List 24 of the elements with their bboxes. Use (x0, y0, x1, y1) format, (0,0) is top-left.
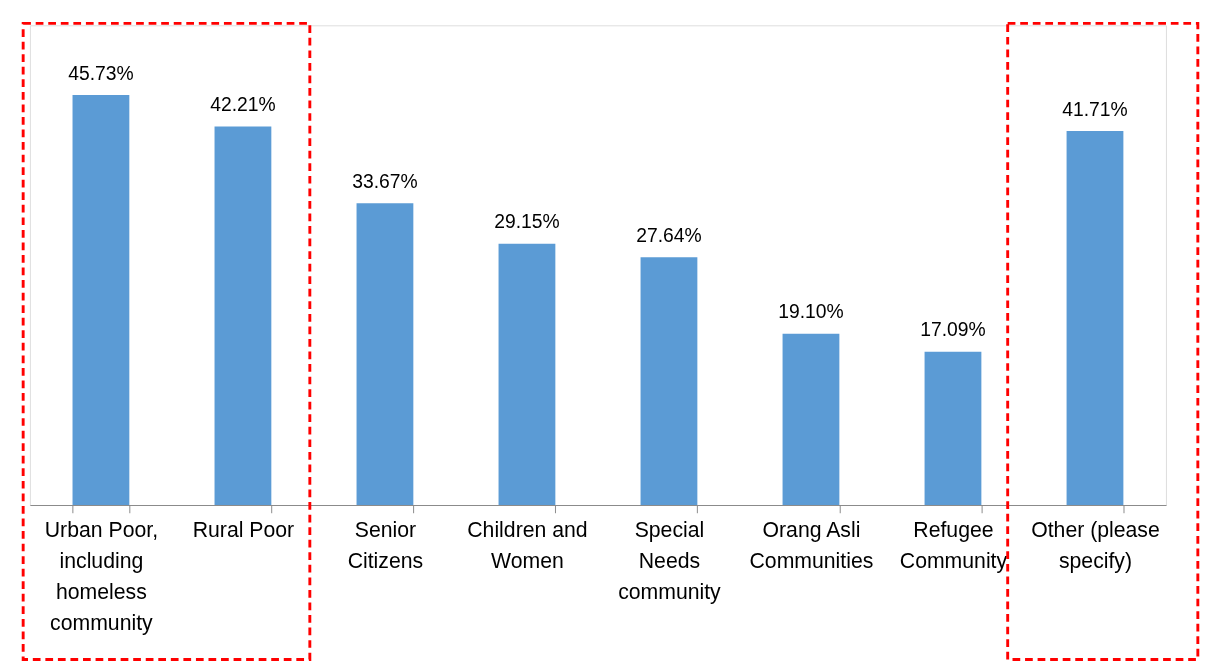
data-label: 41.71% (1062, 98, 1128, 120)
x-tick-label: Refugee Community (899, 518, 1008, 574)
bar (782, 333, 840, 506)
data-label: 45.73% (68, 62, 134, 84)
bar (924, 351, 982, 506)
bar (1066, 131, 1124, 506)
bar (72, 95, 130, 506)
bar (640, 257, 698, 506)
x-tick-label: Senior Citizens (347, 518, 424, 573)
bar (498, 243, 556, 506)
x-tick-label: Other (please specify) (1031, 518, 1160, 574)
x-tick-label: Orang Asli Communities (749, 518, 874, 573)
data-label: 17.09% (920, 319, 986, 341)
data-label: 27.64% (636, 224, 702, 246)
bar (214, 126, 272, 506)
x-tick-label: Rural Poor (192, 518, 295, 542)
bar (356, 203, 414, 506)
x-tick-label: Children and Women (467, 518, 588, 573)
data-label: 29.15% (494, 211, 560, 233)
data-label: 19.10% (778, 301, 844, 323)
data-label: 33.67% (352, 170, 418, 192)
x-tick-label: Urban Poor, including homeless community (44, 518, 159, 636)
x-tick-label: Special Needs community (618, 518, 722, 605)
data-label: 42.21% (210, 94, 276, 116)
